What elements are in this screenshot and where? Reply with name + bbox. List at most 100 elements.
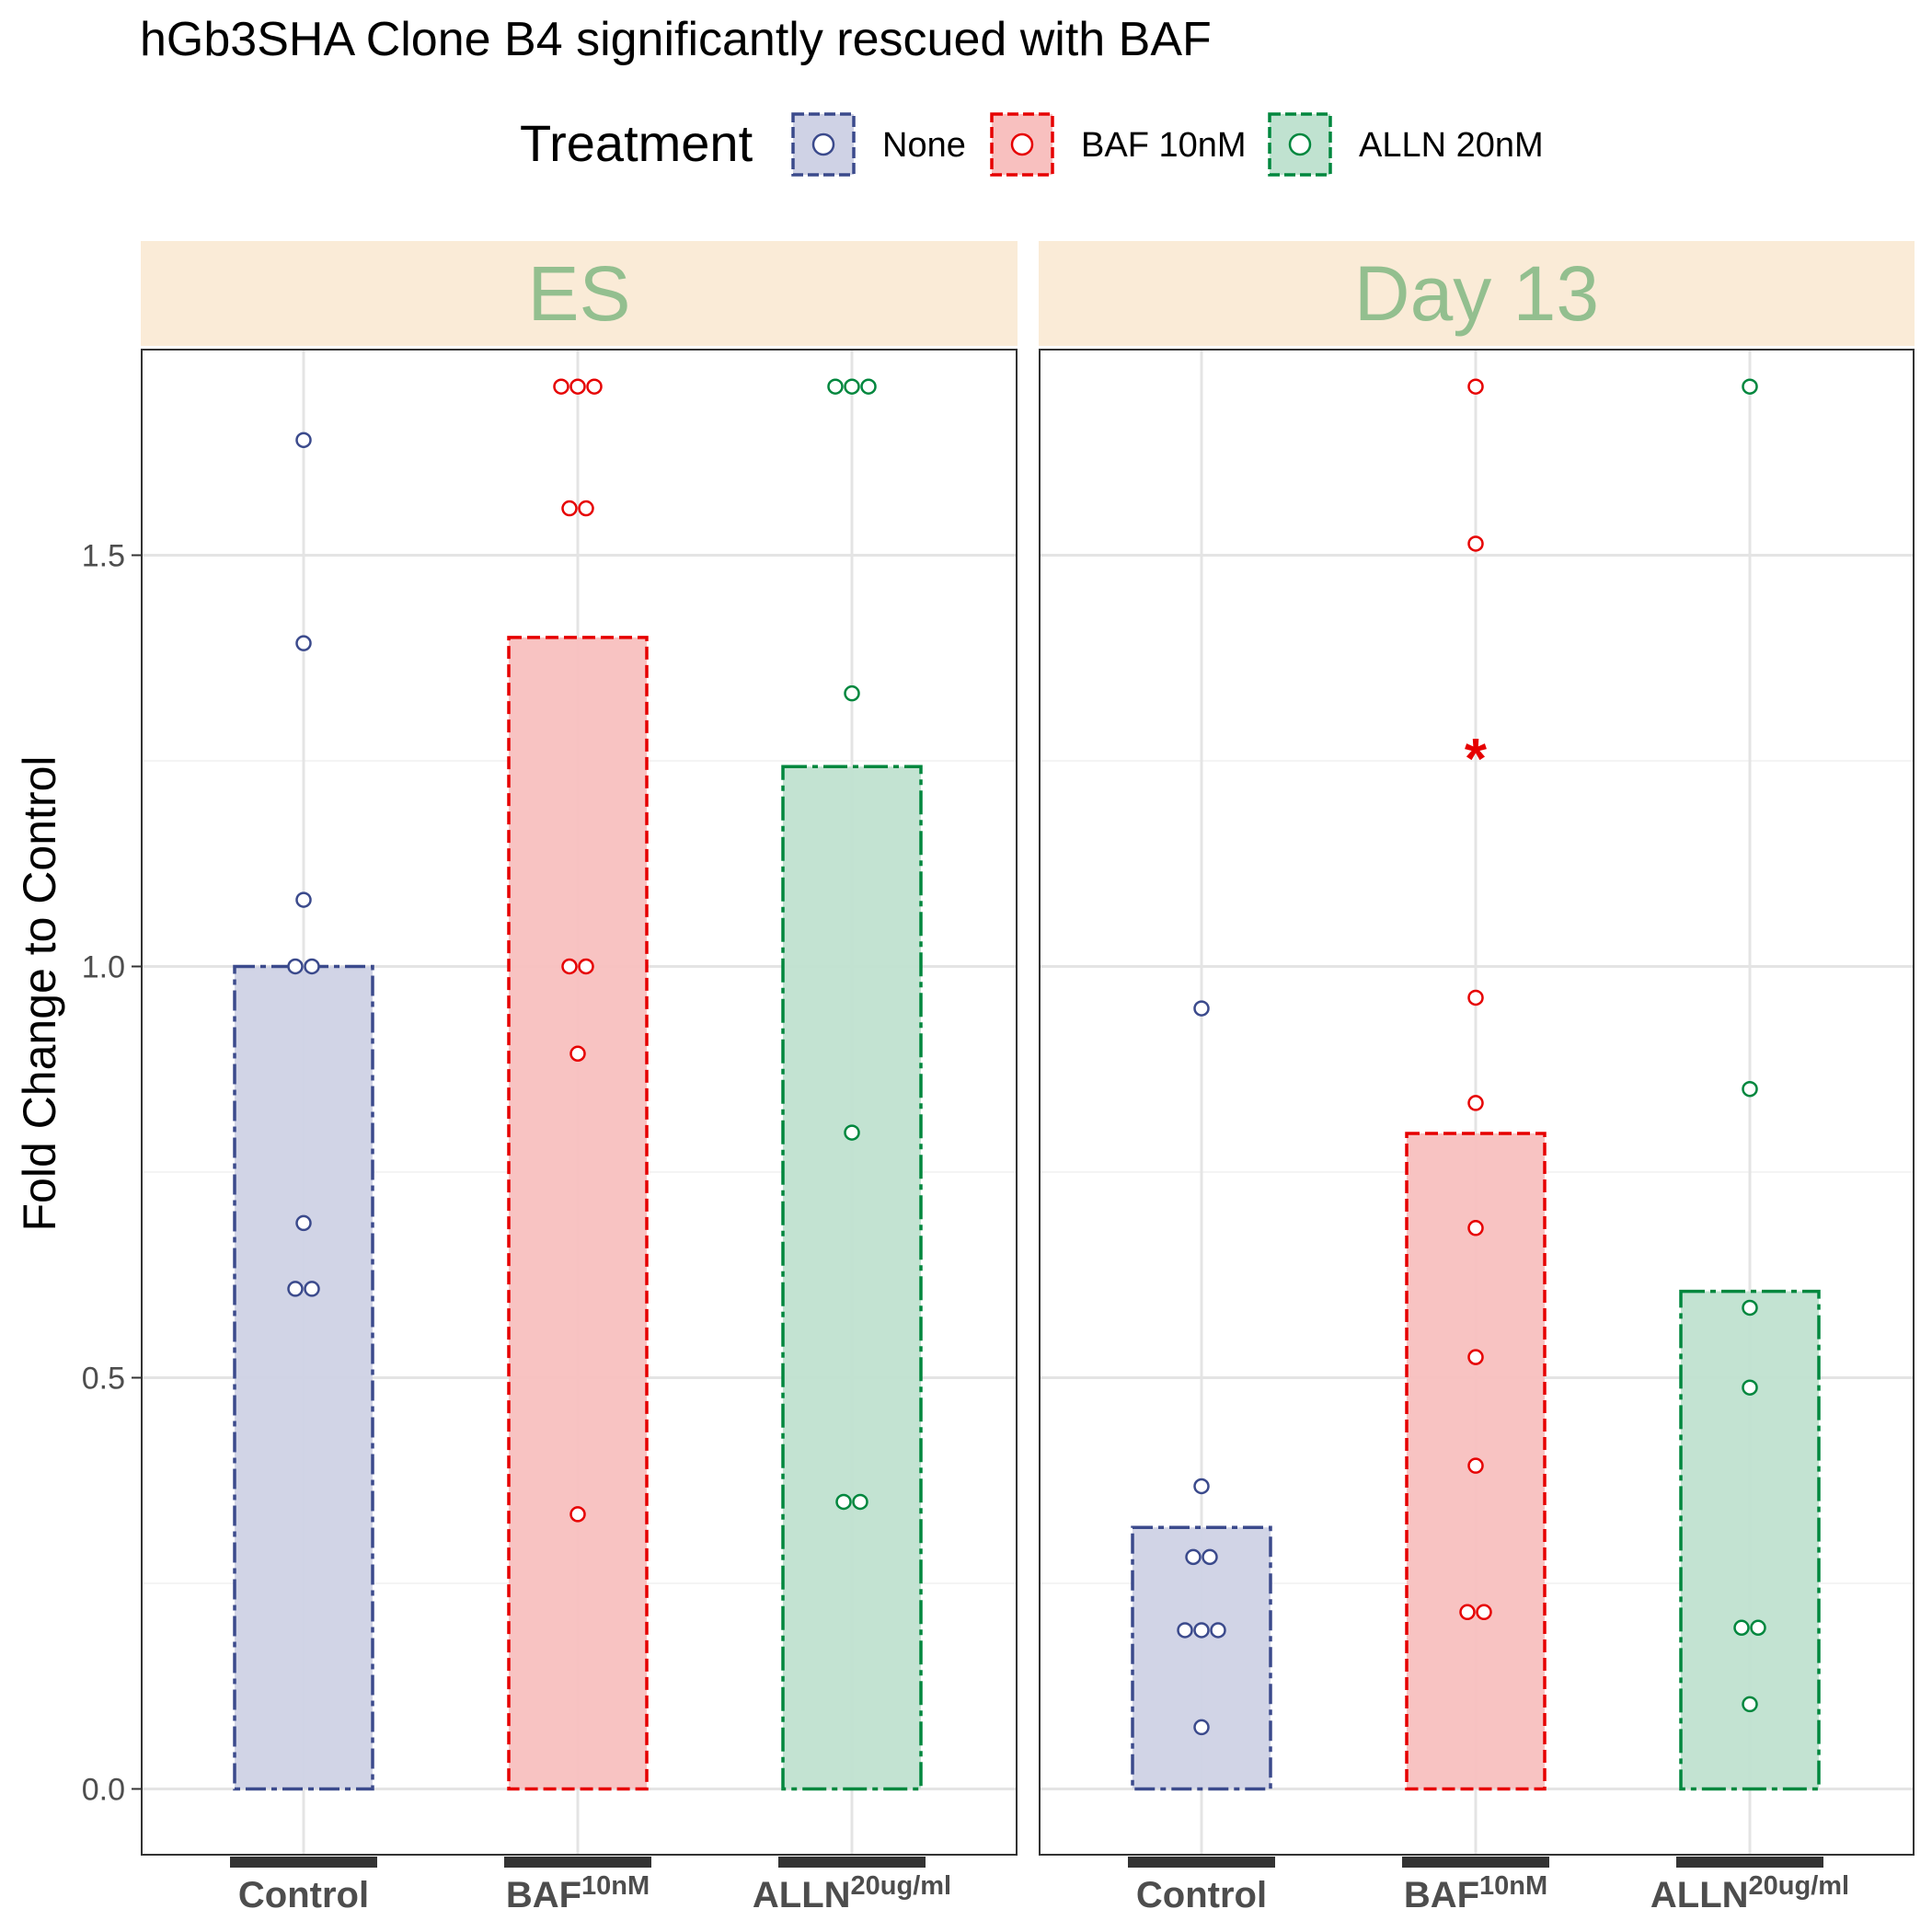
x-tick-label: ALLN20ug/ml [753,1871,951,1915]
significance-marker: * [1465,728,1488,791]
bar-day-13-0 [1131,1525,1272,1791]
data-point [1193,1000,1210,1017]
data-point [295,1214,312,1232]
y-tick-label: 0.5 [82,1361,125,1396]
data-point [569,378,586,395]
x-tick-label-main: ALLN [753,1875,851,1915]
x-tick-label-main: Control [1136,1875,1267,1915]
data-point [287,1281,304,1297]
bar-es-2 [781,765,923,1791]
panel-border-1 [1039,349,1915,1856]
data-point [827,378,844,395]
strip-label-1: Day 13 [1354,250,1599,337]
data-point [835,1493,852,1511]
data-point [1742,1299,1758,1317]
x-tick-label-superscript: 10nM [1479,1871,1547,1901]
data-point [1210,1622,1226,1639]
data-point [561,958,578,975]
data-point [1750,1619,1766,1637]
legend-key-0 [791,112,856,177]
data-point [1467,989,1484,1006]
data-point [844,684,860,702]
data-point [569,1045,586,1063]
data-point [860,378,877,395]
data-point [1742,378,1758,395]
legend: Treatment None BAF 10nM ALLN 20nM [520,112,1544,177]
legend-label-0: None [882,126,966,165]
x-tick-label: BAF10nM [1404,1871,1547,1915]
data-point [569,1506,586,1523]
x-tick-label-main: BAF [506,1875,581,1915]
x-tick-label-main: Control [238,1875,369,1915]
strip-0 [141,241,1018,346]
x-tick-mark [1128,1857,1275,1868]
data-point [561,500,578,517]
data-point [287,958,304,975]
strip-label-0: ES [527,250,630,337]
x-tick-label: ALLN20ug/ml [1650,1871,1849,1915]
x-tick-label-main: ALLN [1650,1875,1749,1915]
x-tick-label-superscript: 10nM [581,1871,650,1901]
bar-es-1 [507,636,649,1791]
data-point [295,431,312,449]
data-point [304,958,320,975]
x-tick-label: Control [238,1875,369,1915]
panel-border-0 [141,349,1018,1856]
data-point [578,500,594,517]
x-tick-mark [504,1857,651,1868]
data-point [1467,1220,1484,1236]
x-tick-label: Control [1136,1875,1267,1915]
legend-label-2: ALLN 20nM [1359,126,1544,165]
x-tick-label-superscript: 20ug/ml [1749,1871,1850,1901]
legend-marker-1 [1010,132,1034,156]
data-point [1193,1622,1210,1639]
data-point [844,1124,860,1141]
data-point [1467,1349,1484,1365]
data-point [295,635,312,651]
data-point [1185,1548,1202,1566]
legend-label-1: BAF 10nM [1081,126,1247,165]
data-point [1177,1622,1193,1639]
x-tick-mark [1676,1857,1823,1868]
data-point [1733,1619,1750,1637]
data-point [1467,1457,1484,1474]
data-point [844,378,860,395]
data-point [578,958,594,975]
strip-1 [1039,241,1915,346]
bar-es-0 [233,964,374,1791]
x-tick-mark [1402,1857,1549,1868]
chart-title: hGb3SHA Clone B4 significantly rescued w… [140,13,1212,66]
data-point [1467,535,1484,552]
y-axis-label: Fold Change to Control [14,756,65,1232]
data-point [1742,1379,1758,1396]
x-tick-label-superscript: 20ug/ml [851,1871,952,1901]
data-point [586,378,603,395]
bar-day-13-2 [1679,1289,1821,1791]
legend-marker-0 [811,132,835,156]
data-point [1467,378,1484,395]
legend-marker-2 [1288,132,1312,156]
data-point [852,1493,868,1511]
x-tick-mark [778,1857,926,1868]
y-tick-label: 0.0 [82,1772,125,1807]
data-point [295,891,312,908]
data-point [1193,1478,1210,1495]
x-tick-mark [230,1857,377,1868]
data-point [304,1281,320,1297]
data-point [1202,1548,1218,1566]
data-point [1193,1719,1210,1736]
panel-0: ES [141,241,1018,1856]
x-tick-label-main: BAF [1404,1875,1479,1915]
legend-title: Treatment [520,114,753,172]
x-tick-label: BAF10nM [506,1871,650,1915]
data-point [1459,1604,1476,1621]
data-point [1467,1095,1484,1111]
y-tick-label: 1.5 [82,538,125,573]
y-tick-label: 1.0 [82,949,125,984]
data-point [553,378,569,395]
data-point [1742,1696,1758,1713]
panel-1: Day 13 * [1039,241,1915,1856]
data-point [1476,1604,1492,1621]
data-point [1742,1080,1758,1098]
